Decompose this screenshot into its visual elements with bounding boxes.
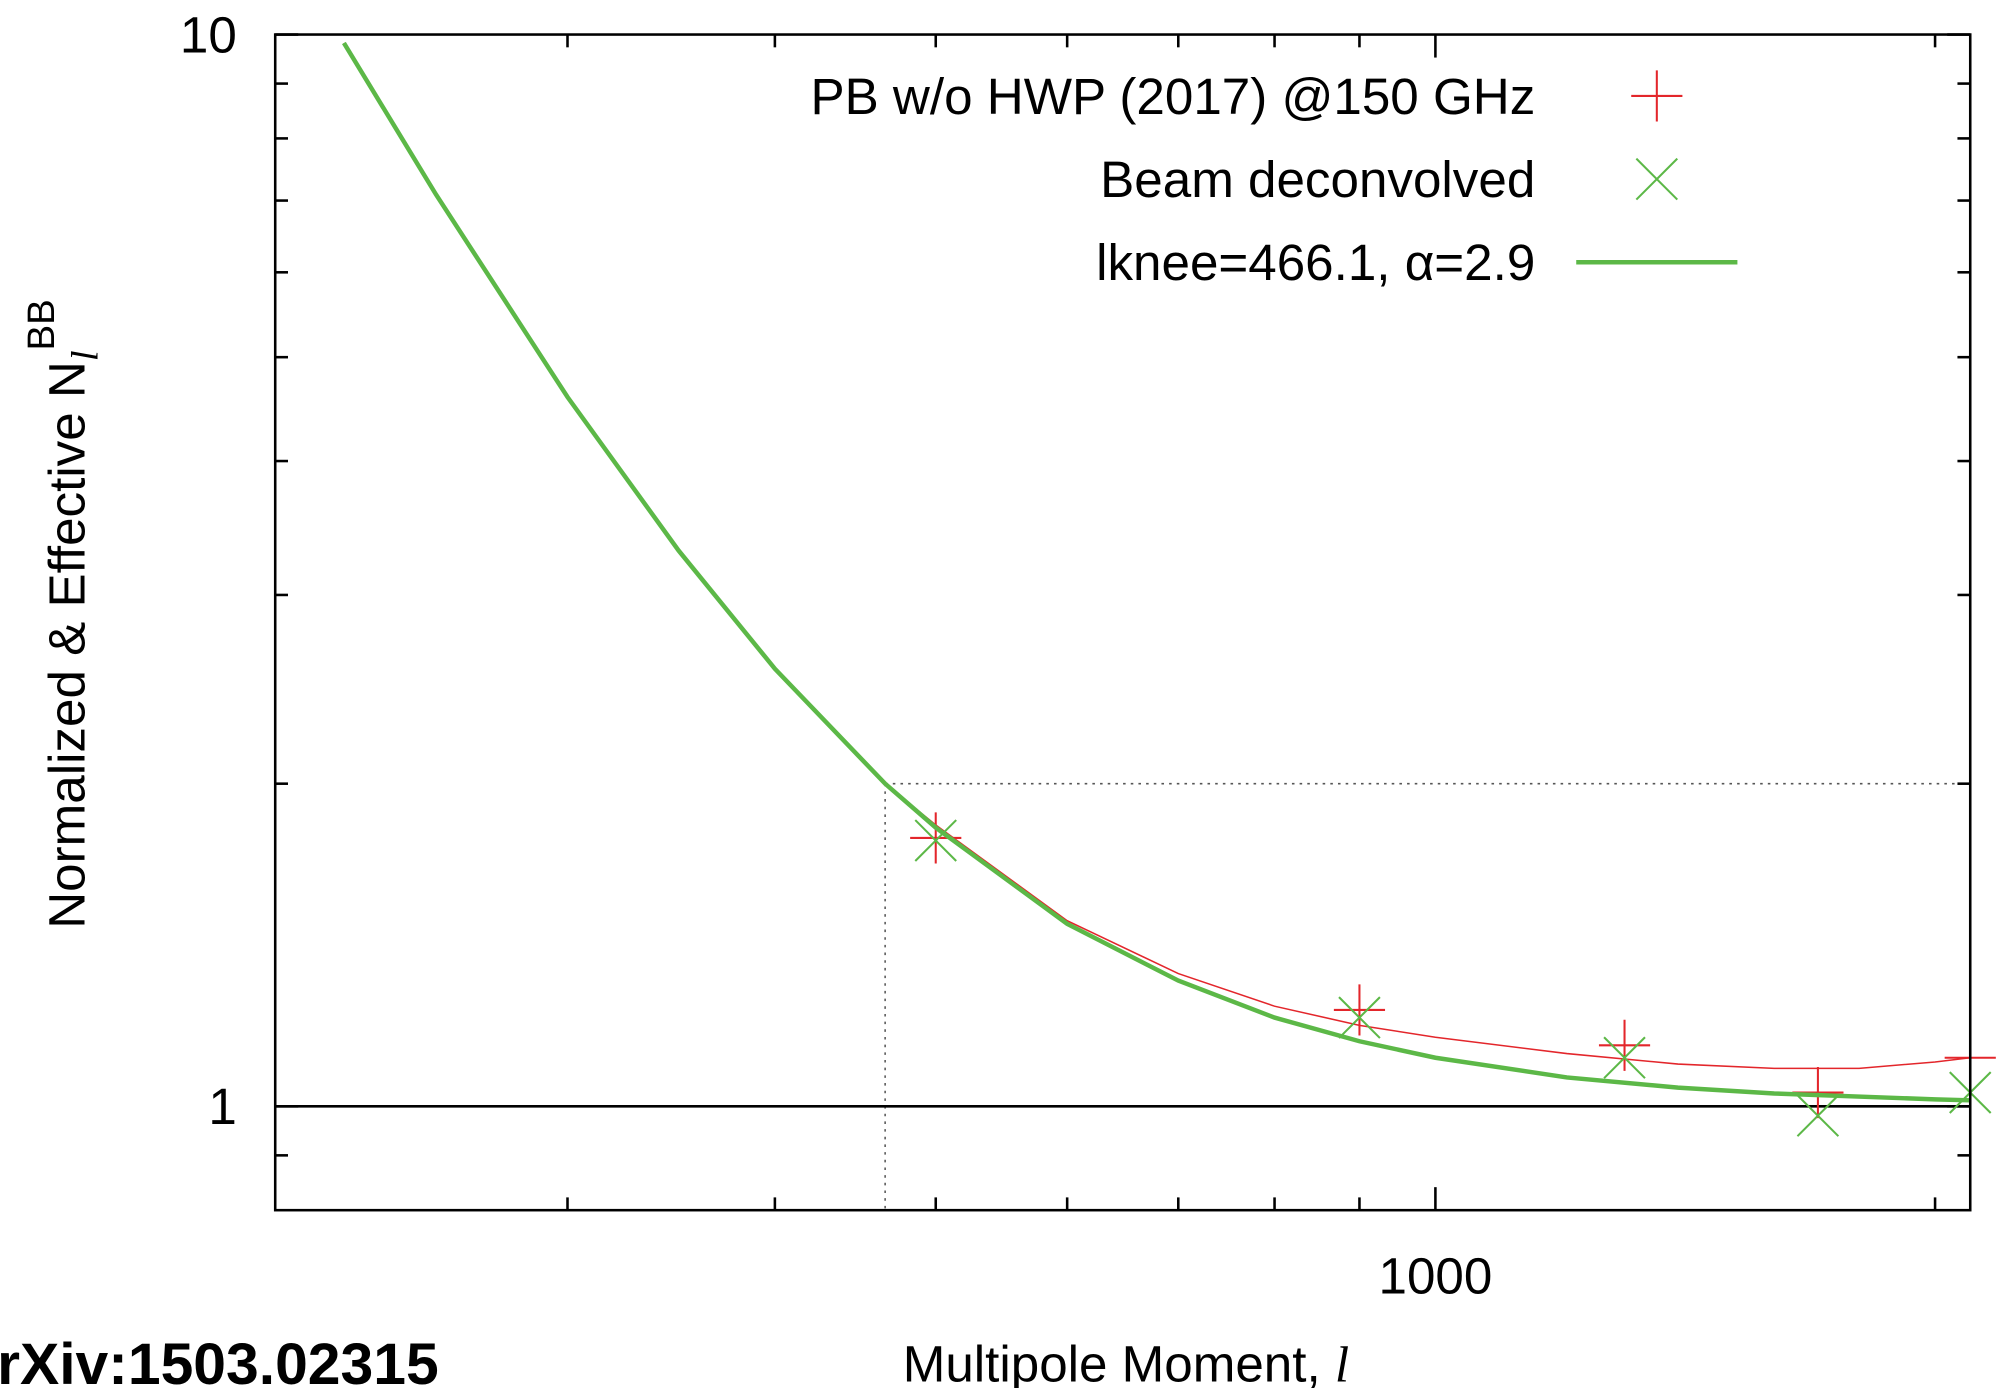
cross-marker (1603, 1036, 1646, 1079)
y-axis-label-sub: l (64, 350, 106, 361)
cross-marker (1796, 1094, 1840, 1137)
plus-marker (1631, 70, 1683, 122)
y-tick-label: 10 (180, 6, 237, 63)
cross-marker (914, 819, 957, 862)
y-axis-label-text: Normalized & Effective N (39, 361, 96, 929)
plus-marker (1598, 1019, 1651, 1071)
cross-marker (1338, 996, 1381, 1039)
y-axis-label: Normalized & Effective NlBB (20, 299, 106, 929)
annotation: arXiv:1503.02315 (0, 1332, 439, 1388)
x-axis-label: Multipole Moment, l (903, 1336, 1349, 1388)
y-axis-label-sup: BB (20, 299, 63, 350)
cross-marker (1635, 157, 1679, 201)
x-axis-label-var: l (1335, 1337, 1349, 1388)
x-axis-label-text: Multipole Moment, (903, 1336, 1335, 1388)
x-tick-label: 1000 (1378, 1247, 1492, 1304)
legend-label: PB w/o HWP (2017) @150 GHz (810, 68, 1535, 125)
plot-frame (273, 33, 1972, 1212)
legend-label: Beam deconvolved (1100, 151, 1535, 208)
y-tick-label: 1 (208, 1078, 236, 1135)
fit-line (342, 41, 1971, 1103)
legend-label: lknee=466.1, α=2.9 (1096, 234, 1535, 291)
plus-marker (1333, 984, 1386, 1036)
